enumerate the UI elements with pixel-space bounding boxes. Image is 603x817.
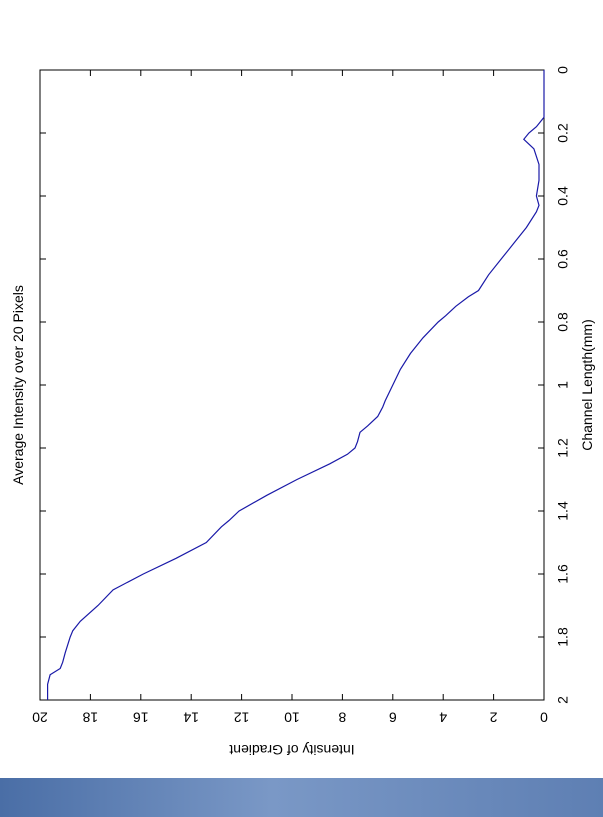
y-tick-label: 18 — [82, 709, 98, 725]
x-tick-label: 0.4 — [555, 186, 571, 206]
y-tick-label: 16 — [133, 709, 149, 725]
x-tick-label: 1 — [555, 381, 571, 389]
y-tick-label: 6 — [389, 709, 397, 725]
y-tick-label: 10 — [284, 709, 300, 725]
x-tick-label: 1.8 — [555, 627, 571, 647]
y-tick-label: 8 — [338, 709, 346, 725]
y-tick-label: 4 — [439, 709, 447, 725]
chart-title: Average Intensity over 20 Pixels — [10, 285, 26, 485]
x-tick-label: 1.2 — [555, 438, 571, 458]
y-tick-label: 0 — [540, 709, 548, 725]
x-tick-label: 0.8 — [555, 312, 571, 332]
x-axis-label: Channel Length(mm) — [579, 319, 595, 451]
y-tick-label: 20 — [32, 709, 48, 725]
x-tick-labels: 0 0.2 0.4 0.6 0.8 1 1.2 1.4 1.6 1.8 2 — [555, 66, 571, 704]
footer-band — [0, 778, 603, 817]
y-tick-label: 14 — [183, 709, 199, 725]
y-tick-label: 12 — [234, 709, 250, 725]
y-axis-label: Intensity of Gradient — [229, 742, 354, 758]
y-tick-labels: 0 2 4 6 8 10 12 14 16 18 20 — [32, 709, 548, 725]
x-tick-label: 1.6 — [555, 564, 571, 584]
y-tick-label: 2 — [489, 709, 497, 725]
series-line — [46, 70, 545, 700]
x-tick-label: 0.6 — [555, 249, 571, 269]
x-tick-label: 0.2 — [555, 123, 571, 143]
x-tick-label: 0 — [555, 66, 571, 74]
x-tick-label: 2 — [555, 696, 571, 704]
tick-marks — [39, 69, 545, 701]
plot-frame — [39, 69, 545, 701]
x-tick-label: 1.4 — [555, 501, 571, 521]
